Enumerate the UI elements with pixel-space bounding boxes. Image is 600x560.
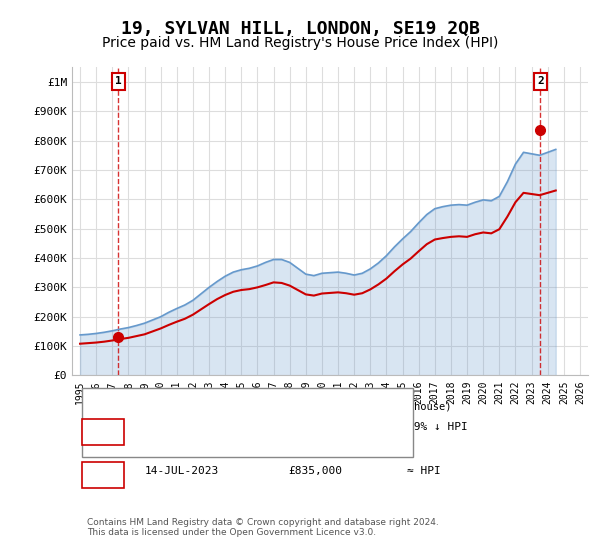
Text: 19% ↓ HPI: 19% ↓ HPI xyxy=(407,422,468,432)
Text: 19, SYLVAN HILL, LONDON, SE19 2QB: 19, SYLVAN HILL, LONDON, SE19 2QB xyxy=(121,20,479,38)
Text: 14-JUL-2023: 14-JUL-2023 xyxy=(144,466,218,476)
Text: 2: 2 xyxy=(537,77,544,86)
Text: HPI: Average price, detached house, Croydon: HPI: Average price, detached house, Croy… xyxy=(139,431,408,441)
Text: £835,000: £835,000 xyxy=(289,466,343,476)
Text: 19, SYLVAN HILL, LONDON, SE19 2QB (detached house): 19, SYLVAN HILL, LONDON, SE19 2QB (detac… xyxy=(139,402,452,412)
Text: 2: 2 xyxy=(100,466,106,476)
FancyBboxPatch shape xyxy=(82,388,413,457)
Text: 1: 1 xyxy=(100,422,106,432)
FancyBboxPatch shape xyxy=(82,462,124,488)
Text: £131,000: £131,000 xyxy=(289,422,343,432)
Text: Contains HM Land Registry data © Crown copyright and database right 2024.
This d: Contains HM Land Registry data © Crown c… xyxy=(88,517,439,537)
Text: Price paid vs. HM Land Registry's House Price Index (HPI): Price paid vs. HM Land Registry's House … xyxy=(102,36,498,50)
Text: 1: 1 xyxy=(115,77,122,86)
Text: ≈ HPI: ≈ HPI xyxy=(407,466,441,476)
FancyBboxPatch shape xyxy=(82,419,124,445)
Text: 16-MAY-1997: 16-MAY-1997 xyxy=(144,422,218,432)
